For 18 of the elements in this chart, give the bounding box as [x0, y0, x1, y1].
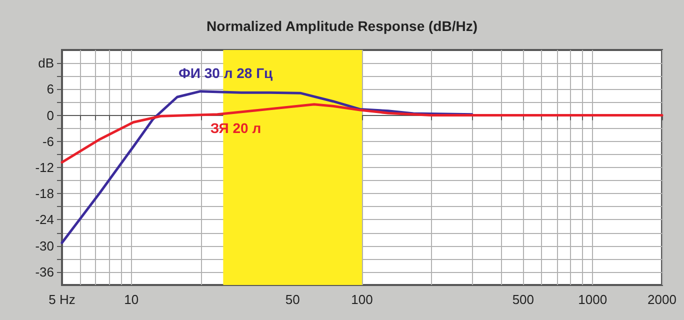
x-tick-label: 5 Hz — [48, 292, 76, 307]
x-tick-label: 100 — [351, 292, 373, 307]
y-tick-label: -36 — [35, 264, 54, 280]
y-tick-label: 6 — [46, 82, 54, 97]
x-tick-label: 2000 — [648, 292, 676, 307]
x-tick-label: 10 — [124, 292, 139, 307]
y-tick-label: -6 — [42, 134, 54, 149]
x-tick-label: 50 — [285, 292, 300, 307]
chart-title: Normalized Amplitude Response (dB/Hz) — [206, 18, 478, 34]
y-tick-label: dB — [38, 56, 54, 71]
x-tick-label: 500 — [512, 292, 534, 307]
y-tick-label: -24 — [35, 212, 54, 228]
y-tick-label: -30 — [35, 238, 54, 254]
y-tick-label: -18 — [35, 186, 54, 202]
series-label: ФИ 30 л 28 Гц — [178, 64, 274, 81]
y-tick-label: -12 — [35, 160, 54, 175]
x-tick-label: 1000 — [578, 292, 608, 307]
y-tick-label: 0 — [46, 108, 54, 123]
